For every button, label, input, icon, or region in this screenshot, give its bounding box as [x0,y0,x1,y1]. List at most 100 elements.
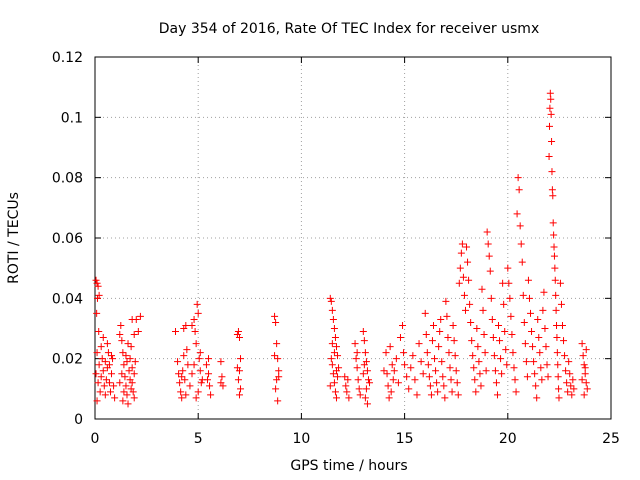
data-point [433,379,441,387]
x-tick-label: 25 [602,431,620,447]
data-point [454,391,462,399]
data-point [513,210,521,218]
data-point [493,391,501,399]
data-point [528,328,536,336]
data-point [123,391,131,399]
data-point [380,367,388,375]
data-point [197,379,205,387]
data-point [126,376,134,384]
data-point [101,358,109,366]
data-point [484,240,492,248]
data-point [108,352,116,360]
data-point [551,276,559,284]
data-point [116,331,124,339]
data-point [413,391,421,399]
data-point [110,382,118,390]
data-point [520,318,528,326]
data-point [184,361,192,369]
data-point [580,361,588,369]
data-point [194,309,202,317]
data-point [539,306,547,314]
data-point [473,325,481,332]
data-point [192,340,200,348]
data-point [529,343,537,351]
data-point [93,397,101,405]
data-point [180,352,188,360]
data-point [464,258,472,266]
data-point [461,306,469,314]
data-point [334,373,342,381]
data-point [233,364,241,372]
data-point [122,382,130,390]
data-point [547,95,555,103]
data-point [459,273,467,281]
data-point [438,358,446,366]
data-point [359,370,367,378]
data-point [124,340,132,348]
data-point [328,340,336,348]
data-point [581,364,589,372]
data-point [134,328,142,336]
data-point [102,376,110,384]
data-point [445,349,453,357]
data-point [217,358,225,366]
data-point [127,385,135,393]
data-point [330,325,338,332]
data-point [431,355,439,363]
data-point [361,349,369,357]
data-point [93,309,101,317]
data-point [92,370,100,378]
data-point [521,340,529,348]
data-point [564,388,572,396]
data-point [345,394,353,402]
data-point [362,385,370,393]
data-point [499,279,507,287]
data-point [472,388,480,396]
data-point [364,376,372,384]
data-point [186,382,194,390]
data-point [203,376,211,384]
data-point [132,315,140,323]
data-point [120,388,128,396]
data-point [328,361,336,369]
data-point [452,367,460,375]
data-point [523,373,531,381]
data-point [455,279,463,287]
data-point [387,388,395,396]
data-point [121,373,129,381]
data-point [470,364,478,372]
data-point [487,294,495,302]
data-point [451,352,459,360]
data-point [127,343,135,351]
data-point [519,291,527,299]
data-point [525,294,533,302]
data-point [421,309,429,317]
data-point [437,315,445,323]
data-point [537,364,545,372]
data-point [235,391,243,399]
y-tick-label: 0.08 [52,171,83,187]
data-point [354,376,362,384]
data-point [482,367,490,375]
data-point [516,222,524,230]
data-point [424,361,432,369]
data-point [508,331,516,339]
data-point [548,137,556,145]
data-point [392,355,400,363]
data-point [417,358,425,366]
data-point [527,309,535,317]
data-point [176,379,184,387]
data-point [384,382,392,390]
data-point [97,343,105,351]
data-point [274,397,282,405]
data-point [177,388,185,396]
data-point [415,340,423,348]
data-point [495,321,503,329]
data-point [327,297,335,305]
data-point [351,340,359,348]
data-point [178,394,186,402]
data-point [427,391,435,399]
data-point [131,358,139,366]
data-point [100,382,108,390]
